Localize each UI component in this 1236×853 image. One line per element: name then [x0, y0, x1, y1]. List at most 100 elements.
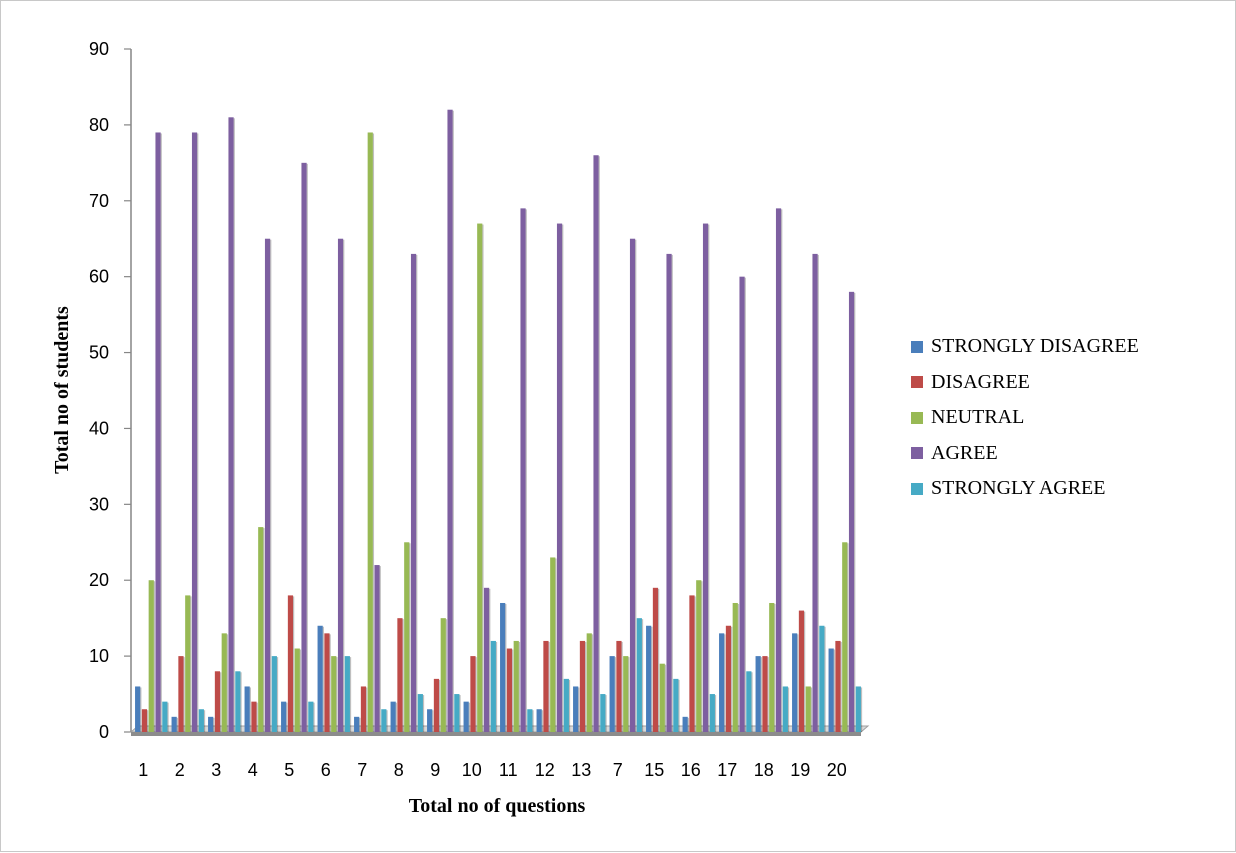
bar-disagree — [324, 633, 330, 732]
bar-agree — [155, 132, 161, 732]
bar-disagree — [251, 701, 257, 732]
x-tick-label: 3 — [211, 760, 221, 780]
bar-shade — [276, 657, 279, 732]
bar-shade — [439, 679, 441, 732]
bar-agree — [775, 208, 782, 732]
bar-shade — [518, 641, 521, 732]
bar-shade — [737, 603, 740, 732]
bar-disagree — [470, 656, 476, 732]
bar-agree — [593, 155, 599, 732]
legend-item: NEUTRAL — [911, 400, 1139, 436]
y-tick-label: 40 — [89, 418, 109, 438]
bar-shade — [744, 277, 746, 732]
bar-shade — [183, 657, 185, 732]
bar-disagree — [397, 618, 403, 732]
bar-neutral — [550, 557, 556, 732]
bar-shade — [714, 695, 717, 732]
bar-shade — [532, 710, 534, 732]
bar-strongly-disagree — [244, 686, 250, 732]
bar-shade — [366, 687, 368, 732]
bar-disagree — [835, 640, 841, 732]
bar-strongly-agree — [782, 686, 788, 732]
bar-shade — [840, 641, 842, 732]
bar-shade — [833, 649, 835, 732]
x-tick-label: 17 — [717, 760, 737, 780]
bar-shade — [605, 695, 607, 732]
x-tick-label: 7 — [613, 760, 623, 780]
bar-neutral — [732, 602, 738, 732]
y-axis-ticks: 0 10 20 30 40 50 60 70 80 90 — [89, 39, 132, 742]
bar-shade — [249, 687, 251, 732]
bar-strongly-disagree — [500, 602, 506, 732]
bar-neutral — [367, 132, 373, 732]
bar-neutral — [258, 527, 264, 732]
bar-strongly-agree — [819, 625, 825, 732]
bar-shade — [140, 687, 142, 732]
bar-shade — [153, 581, 156, 732]
bar-strongly-agree — [673, 678, 679, 732]
bar-shade — [495, 641, 498, 732]
bar-shade — [286, 702, 288, 732]
bar-neutral — [331, 656, 337, 732]
bar-shade — [585, 641, 587, 732]
bar-shade — [628, 657, 630, 732]
bar-shade — [701, 581, 703, 732]
bar-strongly-agree — [746, 671, 752, 732]
bar-shade — [299, 649, 302, 732]
x-tick-label: 18 — [754, 760, 774, 780]
bar-shade — [562, 224, 564, 733]
x-tick-label: 4 — [248, 760, 258, 780]
bar-shade — [293, 596, 295, 732]
bar-shade — [598, 156, 600, 732]
bar-strongly-agree — [490, 640, 496, 732]
bar-agree — [629, 238, 636, 732]
legend-label: NEUTRAL — [931, 406, 1025, 429]
legend-item: STRONGLY DISAGREE — [911, 329, 1139, 365]
bar-strongly-disagree — [281, 701, 287, 732]
bar-neutral — [842, 542, 848, 732]
bar-shade — [203, 710, 206, 732]
bar-agree — [447, 109, 453, 732]
bar-shade — [817, 254, 819, 732]
bar-shade — [468, 702, 470, 732]
bar-shade — [751, 672, 753, 732]
bar-strongly-disagree — [536, 709, 542, 732]
bar-shade — [336, 657, 338, 732]
bar-agree — [812, 253, 818, 732]
bar-strongly-agree — [527, 709, 533, 732]
bar-strongly-disagree — [828, 648, 834, 732]
bar-disagree — [798, 610, 805, 732]
bar-shade — [548, 641, 550, 732]
bar-shade — [240, 672, 242, 732]
legend-label: AGREE — [931, 441, 998, 464]
legend-item: DISAGREE — [911, 365, 1139, 401]
bar-strongly-disagree — [719, 633, 725, 732]
bar-strongly-agree — [381, 709, 387, 732]
bar-shade — [226, 634, 229, 732]
bar-shade — [860, 687, 863, 732]
bar-shade — [422, 695, 425, 732]
bar-neutral — [513, 640, 519, 732]
bar-strongly-disagree — [463, 701, 469, 732]
bar-shade — [847, 543, 849, 732]
bar-shade — [349, 657, 352, 732]
x-tick-label: 11 — [499, 760, 518, 780]
bar-shade — [760, 657, 762, 732]
bar-shade — [671, 254, 673, 732]
bar-shade — [270, 239, 272, 732]
bar-shade — [409, 543, 411, 732]
bar-strongly-disagree — [390, 701, 396, 732]
x-axis-title: Total no of questions — [409, 795, 586, 817]
bar-agree — [848, 291, 855, 732]
bar-neutral — [586, 633, 592, 732]
bar-neutral — [185, 595, 191, 732]
bar-agree — [702, 223, 709, 733]
bar-neutral — [769, 602, 775, 732]
bar-shade — [416, 254, 418, 732]
bar-neutral — [477, 223, 483, 733]
legend-item: STRONGLY AGREE — [911, 471, 1139, 507]
bar-shade — [824, 626, 826, 732]
bar-shade — [482, 224, 484, 733]
bar-strongly-disagree — [646, 625, 652, 732]
